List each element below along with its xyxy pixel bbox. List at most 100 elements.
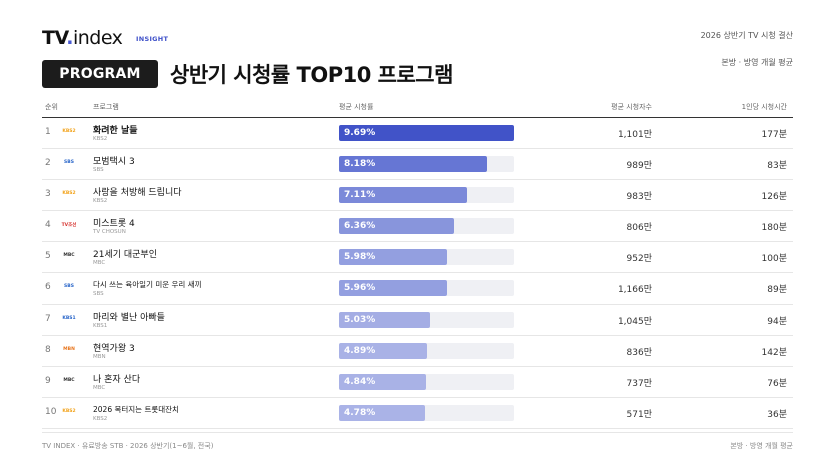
program-name: 다시 쓰는 육아일기 미운 우리 새끼 (93, 280, 202, 290)
col-viewers: 평균 시청자수 (611, 103, 652, 111)
watch-time: 126분 (761, 192, 787, 203)
watch-time: 36분 (767, 409, 787, 420)
channel-logo-icon: KBS2 (62, 191, 76, 197)
avg-viewers: 989만 (626, 161, 652, 172)
rating-bar-track: 5.96% (339, 280, 514, 297)
rating-bar (339, 249, 447, 266)
rating-label: 5.96% (344, 283, 376, 294)
rating-bar (339, 280, 447, 297)
avg-viewers: 737만 (626, 378, 652, 389)
table-row[interactable]: 5 MBC 21세기 대군부인 MBC 5.98% 952만 100분 (42, 242, 793, 274)
avg-viewers: 983만 (626, 192, 652, 203)
watch-time: 76분 (767, 378, 787, 389)
rating-bar-track: 6.36% (339, 218, 514, 235)
channel-logo-icon: KBS2 (62, 408, 76, 414)
rank-number: 7 (45, 313, 51, 324)
watch-time: 83분 (767, 161, 787, 172)
avg-viewers: 1,045만 (617, 316, 652, 327)
rank-number: 5 (45, 251, 51, 262)
rating-label: 5.98% (344, 252, 376, 263)
rating-bar-track: 7.11% (339, 187, 514, 204)
table-row[interactable]: 3 KBS2 사랑을 처방해 드립니다 KBS2 7.11% 983만 126분 (42, 180, 793, 212)
rating-bar (339, 125, 514, 141)
channel-name: KBS2 (93, 136, 108, 142)
rating-label: 8.18% (344, 159, 376, 170)
rating-bar-track: 4.89% (339, 342, 514, 359)
table-row[interactable]: 2 SBS 모범택시 3 SBS 8.18% 989만 83분 (42, 149, 793, 181)
brand-index: index (72, 27, 123, 49)
table-row[interactable]: 1 KBS2 화려한 날들 KBS2 9.69% 1,101만 177분 (42, 118, 793, 150)
rating-label: 6.36% (344, 221, 376, 232)
channel-logo-icon: SBS (64, 284, 74, 290)
channel-logo-icon: MBN (63, 346, 75, 352)
rating-bar-track: 5.03% (339, 311, 514, 328)
watch-time: 180분 (761, 223, 787, 234)
watch-time: 100분 (761, 254, 787, 265)
rank-number: 4 (45, 220, 51, 231)
rating-bar (339, 342, 428, 359)
avg-viewers: 952만 (626, 254, 652, 265)
program-name: 미스트롯 4 (93, 219, 135, 230)
subtitle: 본방 · 방영 개월 평균 (721, 58, 793, 67)
avg-viewers: 806만 (626, 223, 652, 234)
channel-name: KBS2 (93, 198, 108, 205)
table-row[interactable]: 6 SBS 다시 쓰는 육아일기 미운 우리 새끼 SBS 5.96% 1,166만 89분 (42, 273, 793, 305)
channel-name: KBS1 (93, 322, 108, 329)
rating-bar-track: 8.18% (339, 156, 514, 173)
rating-label: 4.89% (344, 345, 376, 356)
footer-note: 본방 · 방영 개월 평균 (730, 442, 793, 450)
program-name: 모범택시 3 (93, 157, 135, 168)
rating-bar (339, 373, 427, 390)
rating-bar-track: 4.78% (339, 404, 514, 421)
channel-logo-icon: KBS1 (62, 315, 76, 321)
program-name: 2026 복터지는 트롯대잔치 (93, 404, 179, 414)
brand-tag: INSIGHT (136, 35, 169, 43)
rank-number: 1 (45, 127, 51, 137)
rating-bar-track: 4.84% (339, 373, 514, 390)
program-name: 나 혼자 산다 (93, 374, 141, 385)
rank-number: 8 (45, 344, 51, 355)
channel-logo-icon: SBS (64, 160, 74, 166)
table-row[interactable]: 10 KBS2 2026 복터지는 트롯대잔치 KBS2 4.78% 571만 36분 (42, 398, 793, 429)
channel-name: MBN (93, 353, 106, 360)
channel-logo-icon: KBS2 (62, 129, 76, 134)
channel-name: SBS (93, 291, 104, 298)
rank-number: 9 (45, 375, 51, 386)
rating-label: 7.11% (344, 190, 376, 201)
col-rating: 평균 시청률 (339, 103, 374, 111)
avg-viewers: 1,166만 (617, 285, 652, 296)
rank-number: 3 (45, 189, 51, 200)
rating-label: 4.84% (344, 376, 376, 387)
footer-source: TV INDEX · 유료방송 STB · 2026 상반기(1~6월, 전국) (42, 442, 214, 450)
table-row[interactable]: 7 KBS1 마리와 별난 아빠들 KBS1 5.03% 1,045만 94분 (42, 305, 793, 336)
brand-dot: . (66, 27, 73, 49)
program-name: 화려한 날들 (93, 126, 138, 136)
program-name: 마리와 별난 아빠들 (93, 312, 165, 323)
program-name: 21세기 대군부인 (93, 250, 157, 261)
rank-number: 10 (45, 406, 57, 417)
col-rank: 순위 (45, 103, 58, 111)
rating-bar (339, 404, 426, 421)
rank-number: 6 (45, 282, 51, 293)
brand-tv: TV (42, 27, 67, 49)
channel-name: TV CHOSUN (93, 229, 126, 236)
channel-name: KBS2 (93, 415, 108, 422)
table-row[interactable]: 9 MBC 나 혼자 산다 MBC 4.84% 737만 76분 (42, 367, 793, 398)
period-label: 2026 상반기 TV 시청 결산 (700, 31, 793, 40)
col-time: 1인당 시청시간 (741, 103, 787, 111)
table-row[interactable]: 8 MBN 현역가왕 3 MBN 4.89% 836만 142분 (42, 336, 793, 367)
avg-viewers: 836만 (626, 347, 652, 358)
table-row[interactable]: 4 TV조선 미스트롯 4 TV CHOSUN 6.36% 806만 180분 (42, 211, 793, 243)
rating-bar (339, 218, 454, 235)
col-program: 프로그램 (93, 103, 119, 111)
watch-time: 94분 (767, 316, 787, 327)
page-title: 상반기 시청률 TOP10 프로그램 (170, 63, 453, 87)
watch-time: 142분 (761, 347, 787, 358)
channel-logo-icon: MBC (63, 253, 75, 259)
rating-bar-track: 5.98% (339, 249, 514, 266)
rating-bar (339, 156, 487, 173)
rank-number: 2 (45, 158, 51, 169)
watch-time: 89분 (767, 285, 787, 296)
footer-divider (42, 432, 793, 433)
channel-name: MBC (93, 384, 106, 391)
